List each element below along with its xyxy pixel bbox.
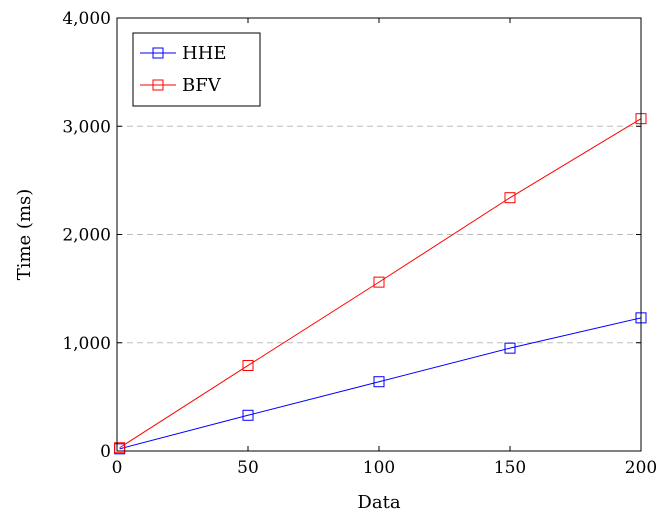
series-line xyxy=(119,317,642,450)
x-tick-label: 150 xyxy=(494,458,526,478)
y-tick-label: 2,000 xyxy=(62,226,111,246)
data-point xyxy=(242,359,254,371)
legend-entry: HHE xyxy=(140,43,227,64)
grid-lines xyxy=(117,125,641,344)
x-tick-label: 50 xyxy=(237,458,259,478)
legend-marker xyxy=(152,79,164,91)
y-tick-label: 1,000 xyxy=(62,334,111,354)
legend-items: HHE BFV xyxy=(140,43,227,96)
y-tick-label: 3,000 xyxy=(62,117,111,137)
data-point xyxy=(373,376,385,388)
x-tick-label: 100 xyxy=(363,458,395,478)
y-tick-label: 4,000 xyxy=(62,9,111,29)
y-axis-label: Time (ms) xyxy=(14,189,35,281)
data-point xyxy=(504,192,516,204)
legend-box xyxy=(132,32,261,107)
axis-ticks: 0 50 100 150 200 0 1,000 2,000 3,000 4,000 xyxy=(62,9,657,478)
legend: HHE BFV xyxy=(132,32,261,107)
data-point xyxy=(242,409,254,421)
data-point xyxy=(114,442,126,454)
x-axis-label: Data xyxy=(357,492,400,513)
series-bfv xyxy=(114,113,647,454)
legend-label: BFV xyxy=(182,75,222,96)
data-point xyxy=(504,342,516,354)
x-tick-label: 0 xyxy=(112,458,123,478)
x-tick-label: 200 xyxy=(625,458,657,478)
series-layer xyxy=(114,113,647,455)
series-hhe xyxy=(114,312,647,455)
legend-marker xyxy=(152,47,164,59)
y-tick-label: 0 xyxy=(100,442,111,462)
series-line xyxy=(119,118,642,449)
legend-entry: BFV xyxy=(140,75,222,96)
data-point xyxy=(373,276,385,288)
legend-label: HHE xyxy=(182,43,227,64)
